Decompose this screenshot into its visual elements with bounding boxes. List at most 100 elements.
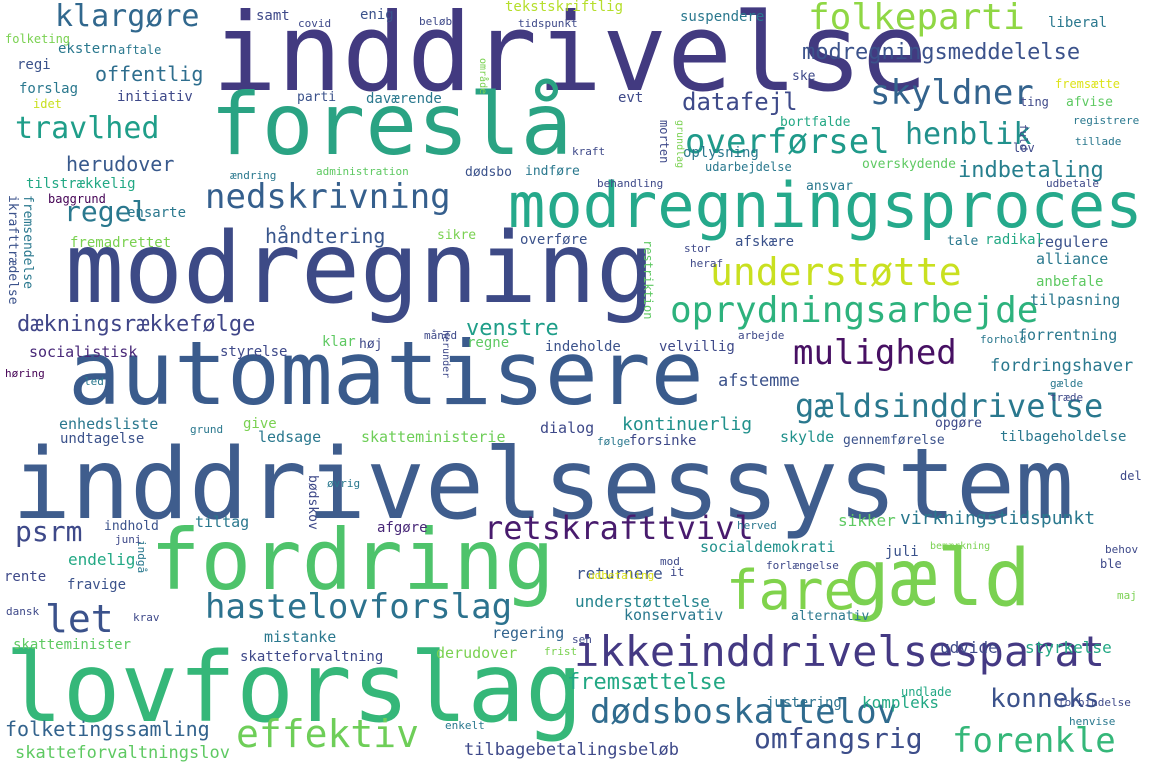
word: forlængelse bbox=[766, 559, 839, 572]
word: modregningsproces bbox=[508, 169, 1143, 242]
word: oplysning bbox=[683, 145, 759, 161]
word: baggrund bbox=[48, 192, 106, 206]
word: juni bbox=[115, 533, 142, 546]
word: kraft bbox=[572, 145, 606, 158]
word: fremsætte bbox=[1055, 77, 1121, 91]
word: herudover bbox=[66, 152, 175, 176]
word: ske bbox=[792, 69, 816, 84]
word: sikre bbox=[437, 228, 477, 243]
word: behandling bbox=[597, 177, 664, 190]
word: kontinuerlig bbox=[622, 414, 753, 435]
word: forenkle bbox=[952, 721, 1116, 761]
word: sen bbox=[572, 633, 592, 646]
word: socialistisk bbox=[29, 343, 138, 361]
word: afvise bbox=[1066, 95, 1113, 110]
word: stor bbox=[684, 242, 711, 255]
word: ble bbox=[1100, 557, 1122, 571]
word: enig bbox=[360, 7, 394, 23]
word: fordringshaver bbox=[990, 356, 1134, 376]
word: hastelovforslag bbox=[205, 587, 513, 627]
word: daværende bbox=[366, 91, 442, 107]
word: grund bbox=[190, 423, 224, 436]
word: fremsendelse bbox=[20, 195, 35, 289]
word: velvillig bbox=[659, 339, 735, 355]
word: klar bbox=[322, 334, 356, 350]
word: konservativ bbox=[624, 606, 724, 624]
word: led bbox=[84, 375, 104, 388]
word: effektiv bbox=[236, 712, 420, 756]
word: indeholde bbox=[545, 339, 621, 355]
word: overskydende bbox=[862, 157, 956, 172]
word: ledsage bbox=[258, 428, 322, 446]
word: lov bbox=[1013, 141, 1035, 155]
word: indføre bbox=[525, 164, 580, 179]
word: udvide bbox=[940, 638, 998, 657]
word: frist bbox=[544, 645, 578, 658]
word: inddrivelse bbox=[212, 0, 928, 116]
word: afgøre bbox=[377, 520, 428, 536]
word: bødskov bbox=[305, 475, 320, 530]
word: skylde bbox=[780, 428, 835, 446]
word: indbetaling bbox=[958, 158, 1104, 183]
word: heraf bbox=[690, 257, 724, 270]
word: høring bbox=[5, 367, 45, 380]
word: behov bbox=[1105, 543, 1139, 556]
word: gæld bbox=[843, 534, 1031, 624]
word: styrelse bbox=[220, 344, 288, 360]
word: registrere bbox=[1073, 114, 1140, 127]
word: tilstrækkelig bbox=[26, 176, 136, 192]
word: fare bbox=[726, 559, 857, 622]
word: dansk bbox=[6, 605, 40, 618]
word: styrkelse bbox=[1025, 638, 1112, 657]
word: oprydningsarbejde bbox=[670, 290, 1039, 331]
word: dødsbo bbox=[465, 165, 512, 180]
word: sikker bbox=[838, 511, 896, 530]
word: maj bbox=[1117, 589, 1137, 602]
word: ikrafttrædelse bbox=[5, 195, 20, 305]
word: tilbagebetalingsbeløb bbox=[464, 740, 679, 760]
word: udbetaling bbox=[588, 569, 655, 582]
word: omfangsrig bbox=[754, 722, 923, 755]
word: understøttelse bbox=[575, 592, 710, 611]
word: enhedsliste bbox=[59, 415, 159, 433]
word: overførsel bbox=[685, 122, 890, 162]
word: let bbox=[45, 597, 114, 641]
word: tilbageholdelse bbox=[1000, 429, 1127, 445]
word: måned bbox=[424, 329, 458, 342]
word: gælde bbox=[1050, 377, 1084, 390]
word: beløb bbox=[419, 15, 453, 28]
word: lovforslag bbox=[5, 632, 583, 744]
word: regel bbox=[64, 195, 149, 228]
word: dialog bbox=[540, 419, 595, 437]
word: ensarte bbox=[127, 205, 187, 221]
word: indhold bbox=[104, 519, 159, 534]
word: it bbox=[670, 565, 685, 579]
word: henvise bbox=[1069, 715, 1116, 728]
word: fravige bbox=[67, 577, 127, 593]
word: træde bbox=[1050, 391, 1084, 404]
word: offentlig bbox=[95, 62, 204, 86]
word: regering bbox=[492, 624, 565, 642]
word: folketingssamling bbox=[5, 717, 210, 741]
word: dødsboskattelov bbox=[590, 692, 898, 732]
word: fordring bbox=[150, 511, 555, 609]
word: endelig bbox=[68, 550, 136, 569]
word: skatteforvaltning bbox=[240, 649, 384, 665]
word: arbejde bbox=[738, 329, 785, 342]
word: afstemme bbox=[718, 371, 800, 391]
word: administration bbox=[316, 165, 409, 178]
word: konneks bbox=[990, 684, 1100, 714]
word: folkeparti bbox=[808, 0, 1025, 38]
word: udbetale bbox=[1046, 177, 1099, 190]
word: anbefale bbox=[1036, 274, 1104, 290]
word: ekstern bbox=[58, 41, 118, 57]
word: ikkeinddrivelsesparat bbox=[574, 627, 1106, 676]
word: område bbox=[477, 58, 488, 95]
word: modregning bbox=[65, 212, 656, 326]
word: juli bbox=[885, 544, 919, 560]
word: skatteforvaltningslov bbox=[15, 743, 230, 763]
word: virkningstidspunkt bbox=[900, 508, 1096, 529]
word: alternativ bbox=[791, 609, 870, 624]
word: regulere bbox=[1036, 233, 1109, 251]
